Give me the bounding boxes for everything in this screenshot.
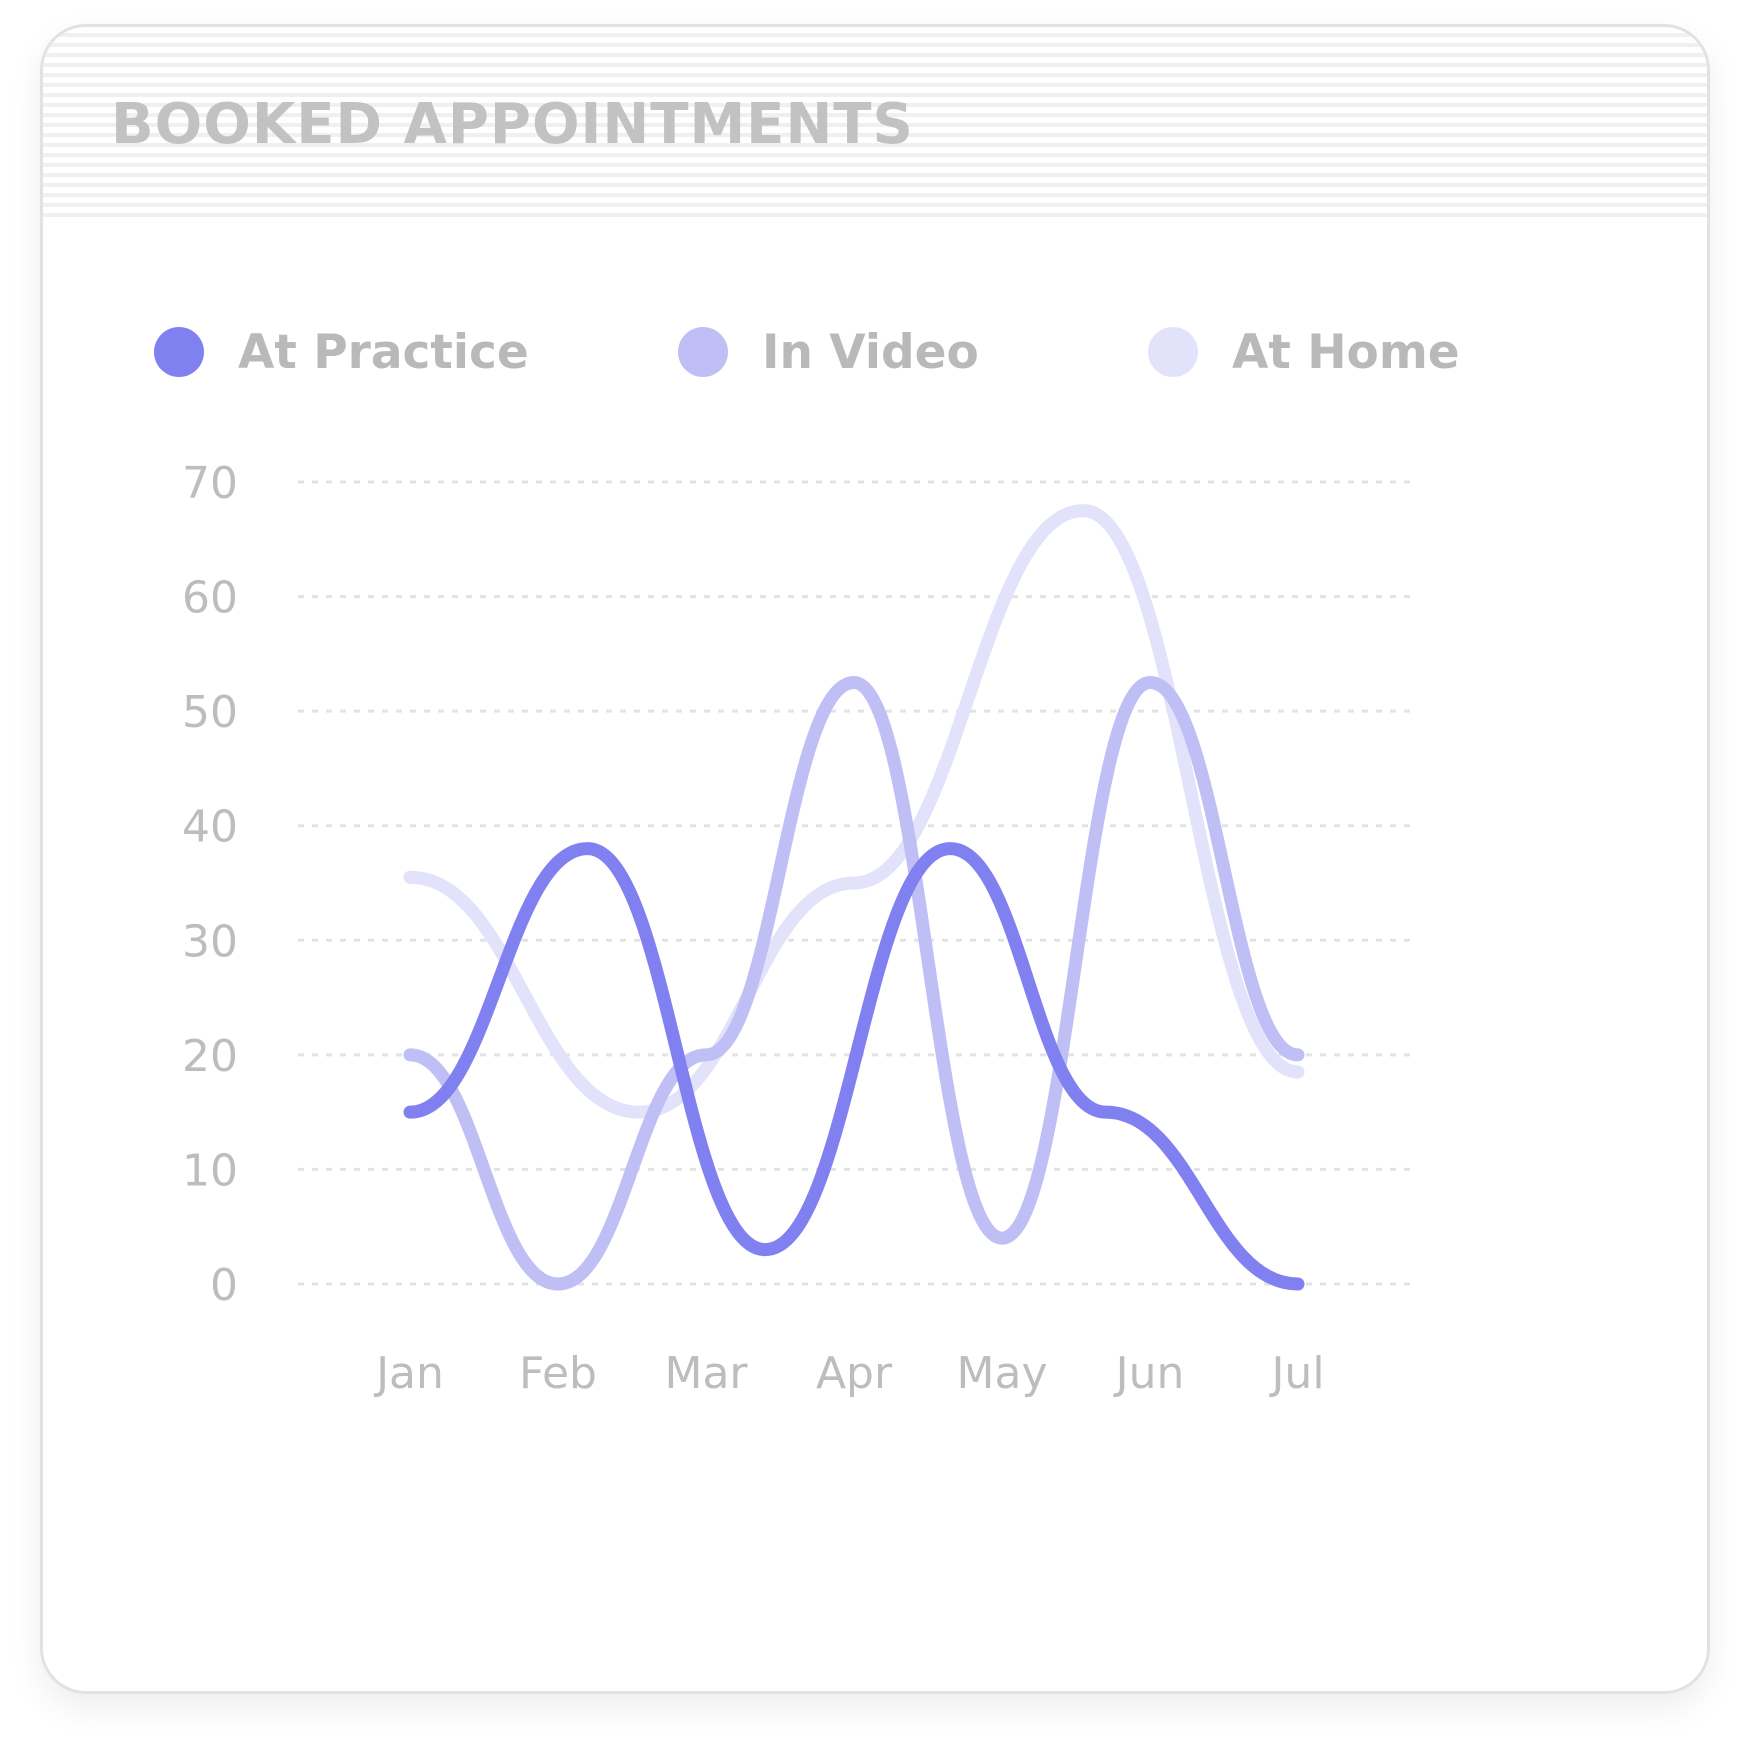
y-tick-label: 10 — [182, 1145, 238, 1196]
y-tick-label: 20 — [182, 1031, 238, 1082]
y-tick-label: 60 — [182, 573, 238, 624]
card-header: BOOKED APPOINTMENTS — [43, 27, 1707, 223]
x-tick-label: Jun — [1113, 1348, 1185, 1399]
series-line-in-video — [403, 676, 1305, 1291]
x-tick-label: May — [957, 1348, 1048, 1399]
x-tick-label: Mar — [664, 1348, 748, 1399]
series-line-at-home — [403, 504, 1305, 1119]
x-tick-label: Apr — [816, 1348, 893, 1399]
grid-lines — [298, 480, 1412, 1286]
legend-dot-icon — [154, 327, 204, 377]
legend-label-in-video: In Video — [762, 324, 979, 380]
chart-title: BOOKED APPOINTMENTS — [111, 92, 914, 157]
legend-item-at-practice[interactable]: At Practice — [154, 322, 529, 382]
x-tick-label: Feb — [519, 1348, 597, 1399]
y-tick-label: 40 — [182, 802, 238, 853]
y-tick-label: 0 — [210, 1260, 238, 1311]
y-tick-label: 70 — [182, 458, 238, 509]
legend-label-at-home: At Home — [1232, 324, 1460, 380]
x-axis-ticks: Jan Feb Mar Apr May Jun Jul — [373, 1348, 1324, 1399]
y-axis-ticks: 0 10 20 30 40 50 60 70 — [182, 458, 238, 1311]
x-tick-label: Jan — [373, 1348, 444, 1399]
legend-label-at-practice: At Practice — [238, 324, 529, 380]
series-lines — [403, 504, 1305, 1291]
series-line-at-practice — [403, 842, 1305, 1291]
y-tick-label: 30 — [182, 916, 238, 967]
legend-dot-icon — [678, 327, 728, 377]
chart-card: BOOKED APPOINTMENTS — [40, 24, 1710, 1694]
legend-dot-icon — [1148, 327, 1198, 377]
legend-item-at-home[interactable]: At Home — [1148, 322, 1460, 382]
legend-item-in-video[interactable]: In Video — [678, 322, 979, 382]
y-tick-label: 50 — [182, 687, 238, 738]
x-tick-label: Jul — [1268, 1348, 1324, 1399]
